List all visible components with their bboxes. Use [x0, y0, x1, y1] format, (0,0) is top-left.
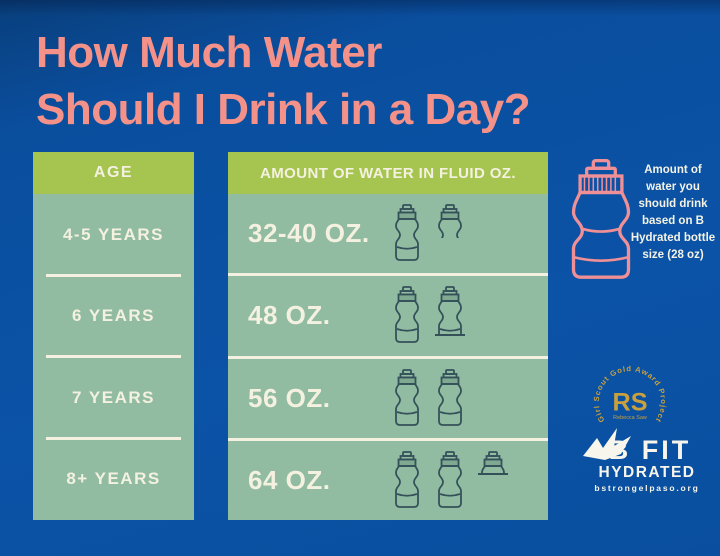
full-bottle-icon: [392, 369, 422, 427]
page-title-line2: Should I Drink in a Day?: [36, 85, 531, 134]
quarter-bottle-icon: [478, 451, 508, 475]
table-row: 64 OZ.: [228, 437, 548, 520]
pink-water-bottle-icon: [568, 158, 634, 287]
full-bottle-icon: [435, 451, 465, 509]
table-row: 32-40 OZ.: [228, 194, 548, 273]
table-row: 56 OZ.: [228, 355, 548, 438]
three-quarter-bottle-icon: [435, 286, 465, 337]
full-bottle-icon: [392, 451, 422, 509]
full-bottle-icon: [392, 204, 422, 262]
age-rows: 4-5 YEARS 6 YEARS 7 YEARS 8+ YEARS: [33, 194, 194, 520]
bfit-website: bstrongelpaso.org: [594, 483, 700, 493]
amount-rows: 32-40 OZ. 48 OZ. 56 OZ.: [228, 194, 548, 520]
table-row: 4-5 YEARS: [33, 194, 194, 276]
amount-label: 56 OZ.: [248, 382, 331, 413]
table-row: 48 OZ.: [228, 273, 548, 355]
amount-label: 32-40 OZ.: [248, 218, 370, 249]
age-label: 8+ YEARS: [66, 469, 161, 489]
award-name: Rebecca Saw: [613, 415, 647, 421]
table-row: 8+ YEARS: [33, 436, 194, 521]
gold-award-logo: Girl Scout Gold Award Project RS Rebecca…: [588, 360, 672, 449]
age-label: 7 YEARS: [72, 387, 155, 407]
half-bottle-icon: [435, 204, 465, 238]
full-bottle-icon: [435, 369, 465, 427]
table-row: 7 YEARS: [33, 355, 194, 439]
amount-label: 64 OZ.: [248, 464, 331, 495]
award-initials: RS: [613, 388, 648, 416]
bfit-subtitle: HYDRATED: [598, 464, 696, 481]
page-title-line1: How Much Water: [36, 28, 382, 77]
bfit-hydrated-logo: B FIT HYDRATED bstrongelpaso.org: [583, 428, 709, 493]
age-column-header: AGE: [33, 152, 194, 194]
bird-icon: [583, 428, 631, 460]
full-bottle-icon: [392, 286, 422, 344]
age-column: AGE 4-5 YEARS 6 YEARS 7 YEARS 8+ YEARS: [33, 152, 194, 520]
bottle-icons: [392, 451, 508, 509]
age-label: 6 YEARS: [72, 306, 155, 326]
amount-column-header: AMOUNT OF WATER IN FLUID OZ.: [228, 152, 548, 194]
table-row: 6 YEARS: [33, 273, 194, 358]
bottle-icons: [392, 369, 465, 427]
amount-label: 48 OZ.: [248, 300, 331, 331]
amount-column: AMOUNT OF WATER IN FLUID OZ. 32-40 OZ. 4…: [228, 152, 548, 520]
age-label: 4-5 YEARS: [62, 224, 165, 244]
page-title: How Much Water Should I Drink in a Day?: [36, 24, 656, 138]
bottle-icons: [392, 286, 465, 344]
bottle-icons: [392, 204, 465, 262]
bottle-size-note: Amount of water you should drink based o…: [630, 164, 716, 261]
